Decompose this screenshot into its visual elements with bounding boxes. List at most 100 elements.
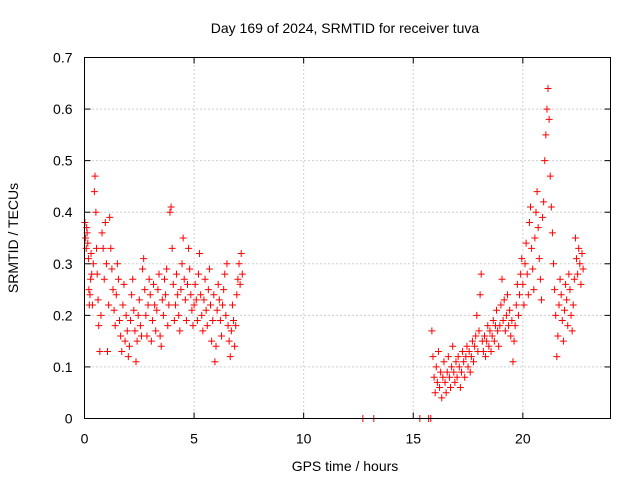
data-point bbox=[552, 311, 560, 319]
data-point bbox=[177, 286, 185, 294]
data-point bbox=[555, 301, 563, 309]
data-point bbox=[520, 301, 528, 309]
data-point bbox=[233, 291, 241, 299]
data-point bbox=[179, 234, 187, 242]
data-point bbox=[217, 332, 225, 340]
data-point bbox=[215, 296, 223, 304]
data-point bbox=[574, 270, 582, 278]
data-point bbox=[235, 260, 243, 268]
data-point bbox=[506, 306, 514, 314]
data-point bbox=[84, 239, 92, 247]
data-point bbox=[512, 301, 520, 309]
data-point bbox=[204, 286, 212, 294]
data-point bbox=[120, 280, 128, 288]
data-point bbox=[131, 327, 139, 335]
data-point bbox=[536, 275, 544, 283]
data-point bbox=[219, 301, 227, 309]
data-point bbox=[118, 347, 126, 355]
data-point bbox=[132, 358, 140, 366]
data-point bbox=[461, 373, 469, 381]
data-point bbox=[501, 327, 509, 335]
data-point bbox=[453, 373, 461, 381]
data-point bbox=[182, 317, 190, 325]
data-point bbox=[130, 306, 138, 314]
data-point bbox=[490, 337, 498, 345]
data-point bbox=[114, 275, 122, 283]
data-point bbox=[546, 172, 554, 180]
data-point bbox=[535, 255, 543, 263]
data-point bbox=[189, 322, 197, 330]
data-point bbox=[511, 322, 519, 330]
data-point bbox=[557, 291, 565, 299]
data-point bbox=[133, 337, 141, 345]
data-point bbox=[571, 234, 579, 242]
data-point bbox=[547, 203, 555, 211]
data-point bbox=[514, 311, 522, 319]
data-point bbox=[236, 280, 244, 288]
plot-frame bbox=[84, 57, 611, 419]
data-point bbox=[454, 353, 462, 361]
data-point bbox=[113, 260, 121, 268]
data-point bbox=[188, 306, 196, 314]
data-point bbox=[565, 270, 573, 278]
data-point bbox=[449, 342, 457, 350]
data-point bbox=[94, 296, 102, 304]
data-point bbox=[110, 306, 118, 314]
data-point bbox=[510, 337, 518, 345]
data-point bbox=[144, 301, 152, 309]
data-point bbox=[154, 286, 162, 294]
data-point bbox=[139, 265, 147, 273]
data-point bbox=[162, 291, 170, 299]
data-point bbox=[509, 358, 517, 366]
data-point bbox=[178, 260, 186, 268]
data-point bbox=[82, 244, 90, 252]
data-point bbox=[234, 275, 242, 283]
data-point bbox=[166, 208, 174, 216]
data-point bbox=[203, 322, 211, 330]
data-point bbox=[220, 286, 228, 294]
data-point bbox=[521, 260, 529, 268]
data-point bbox=[486, 327, 494, 335]
data-point bbox=[209, 317, 217, 325]
data-point bbox=[483, 337, 491, 345]
data-point bbox=[489, 317, 497, 325]
data-point bbox=[171, 301, 179, 309]
data-point bbox=[102, 260, 110, 268]
data-point bbox=[488, 332, 496, 340]
data-point bbox=[170, 317, 178, 325]
data-point bbox=[503, 291, 511, 299]
data-point bbox=[545, 115, 553, 123]
data-point bbox=[156, 332, 164, 340]
data-point bbox=[475, 327, 483, 335]
data-point bbox=[522, 239, 530, 247]
data-point bbox=[467, 353, 475, 361]
data-point bbox=[146, 291, 154, 299]
data-point bbox=[181, 296, 189, 304]
data-point bbox=[560, 306, 568, 314]
data-point bbox=[140, 255, 148, 263]
data-point bbox=[464, 363, 472, 371]
data-point bbox=[88, 301, 96, 309]
data-point bbox=[112, 291, 120, 299]
data-point bbox=[430, 373, 438, 381]
data-point bbox=[508, 317, 516, 325]
data-point bbox=[211, 358, 219, 366]
data-point bbox=[487, 347, 495, 355]
data-point bbox=[150, 280, 158, 288]
data-point bbox=[167, 203, 175, 211]
data-point bbox=[89, 260, 97, 268]
data-point bbox=[145, 275, 153, 283]
data-point bbox=[573, 255, 581, 263]
data-point bbox=[237, 249, 245, 257]
data-point bbox=[85, 286, 93, 294]
data-point bbox=[185, 244, 193, 252]
data-point bbox=[437, 368, 445, 376]
data-point bbox=[225, 337, 233, 345]
data-point bbox=[502, 311, 510, 319]
data-point bbox=[568, 327, 576, 335]
data-point bbox=[579, 265, 587, 273]
data-point bbox=[500, 296, 508, 304]
data-point bbox=[157, 342, 165, 350]
data-point bbox=[566, 286, 574, 294]
data-point bbox=[482, 353, 490, 361]
